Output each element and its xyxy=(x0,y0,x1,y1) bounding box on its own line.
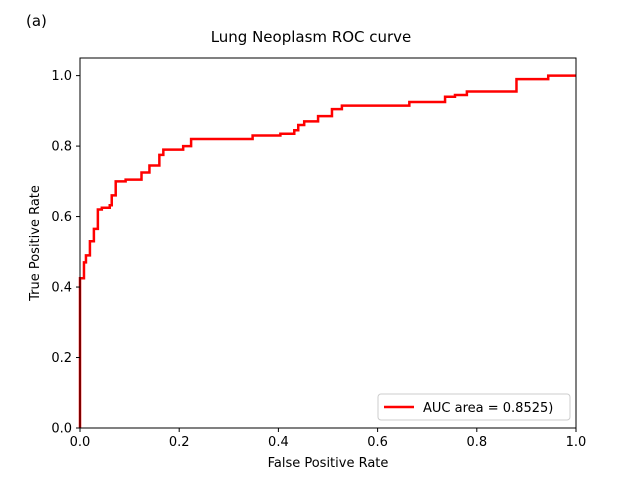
y-tick-label: 0.4 xyxy=(51,281,72,296)
legend: AUC area = 0.8525) xyxy=(377,393,571,421)
plot-area: 0.0 0.2 0.4 0.6 0.8 1.0 0.0 0.2 0.4 0.6 0.8 1.0 xyxy=(51,57,587,450)
y-axis-label: True Positive Rate xyxy=(28,185,43,302)
legend-series-label: AUC area = 0.8525) xyxy=(423,401,553,416)
y-tick-label: 0.8 xyxy=(51,140,72,155)
x-tick-label: 0.0 xyxy=(70,435,91,450)
y-axis-ticks: 0.0 0.2 0.4 0.6 0.8 1.0 xyxy=(51,69,80,437)
x-tick-label: 0.8 xyxy=(466,435,487,450)
chart-title: Lung Neoplasm ROC curve xyxy=(211,28,412,46)
series-layer xyxy=(78,74,576,428)
y-tick-label: 0.2 xyxy=(51,351,72,366)
x-tick-label: 0.6 xyxy=(367,435,388,450)
x-tick-label: 0.4 xyxy=(268,435,289,450)
x-axis-label: False Positive Rate xyxy=(268,456,389,471)
panel-label: (a) xyxy=(26,12,47,30)
x-axis-ticks: 0.0 0.2 0.4 0.6 0.8 1.0 xyxy=(70,428,587,450)
y-tick-label: 1.0 xyxy=(51,69,72,84)
y-tick-label: 0.0 xyxy=(51,422,72,437)
roc-curve-line xyxy=(78,74,576,428)
legend-box xyxy=(377,393,571,421)
axes-frame xyxy=(79,57,577,429)
x-tick-label: 1.0 xyxy=(566,435,587,450)
y-tick-label: 0.6 xyxy=(51,210,72,225)
x-tick-label: 0.2 xyxy=(169,435,190,450)
